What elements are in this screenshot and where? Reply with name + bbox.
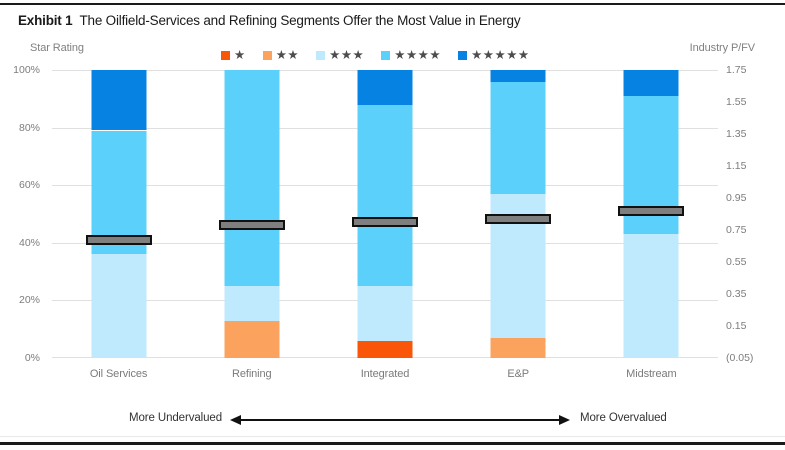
bottom-rule [0, 442, 785, 445]
bar-segment-2-star [490, 337, 546, 358]
more-undervalued-label: More Undervalued [128, 412, 222, 424]
more-overvalued-label: More Overvalued [580, 412, 667, 424]
plot-area [52, 70, 718, 358]
legend-item-1-star: ★ [221, 49, 246, 62]
pfv-marker [618, 205, 685, 216]
stacked-bar [623, 70, 679, 358]
bar-slot-Oil Services [52, 70, 185, 358]
bottom-gray-rule [0, 436, 785, 437]
bar-segment-3-star [623, 234, 679, 358]
left-axis-title: Star Rating [30, 42, 84, 54]
left-tick-label: 20% [18, 294, 40, 307]
category-label-Integrated: Integrated [360, 368, 410, 380]
bar-slot-Refining [185, 70, 318, 358]
stacked-bar [91, 70, 147, 358]
legend-stars-5-star: ★★★★★ [471, 48, 530, 62]
category-label-Refining: Refining [232, 368, 272, 380]
legend-stars-3-star: ★★★ [329, 48, 365, 62]
legend-swatch-3-star [316, 50, 326, 60]
y-axis-left: 100% 80% 60% 40% 20% 0% [0, 64, 42, 364]
legend-item-4-star: ★★★★ [381, 49, 441, 62]
pfv-marker [218, 220, 285, 231]
bar-segment-2-star [224, 320, 280, 358]
right-tick-label: (0.05) [726, 352, 754, 364]
arrowhead-left-icon [230, 414, 241, 425]
legend-item-5-star: ★★★★★ [458, 49, 530, 62]
bar-slot-E&P [452, 70, 585, 358]
legend-stars-1-star: ★ [234, 48, 246, 62]
right-tick-label: 1.75 [726, 64, 747, 76]
right-tick-label: 0.75 [726, 224, 747, 236]
pfv-marker [85, 234, 152, 245]
pfv-marker [485, 213, 552, 224]
bar-segment-5-star [490, 70, 546, 82]
page-title: Exhibit 1 The Oilfield-Services and Refin… [18, 13, 521, 28]
legend-swatch-5-star [458, 50, 468, 60]
category-label-Midstream: Midstream [626, 368, 677, 380]
valuation-scale: More Undervalued More Overvalued [0, 410, 785, 430]
right-tick-label: 1.35 [726, 128, 747, 140]
left-tick-label: 100% [13, 64, 40, 76]
legend-swatch-4-star [381, 50, 391, 60]
legend-item-2-star: ★★ [262, 48, 300, 62]
category-label-E&P: E&P [507, 368, 530, 380]
legend-stars-2-star: ★★ [275, 48, 300, 62]
left-tick-label: 40% [18, 236, 40, 249]
bar-segment-4-star [91, 130, 147, 255]
legend-stars-4-star: ★★★★ [394, 48, 442, 62]
right-tick-label: 0.95 [726, 192, 747, 204]
bar-segment-3-star [91, 254, 147, 358]
bar-segment-1-star [357, 340, 413, 358]
left-tick-label: 80% [18, 121, 40, 134]
left-tick-label: 0% [24, 352, 40, 364]
right-tick-label: 0.15 [726, 320, 747, 332]
top-rule [0, 3, 785, 5]
right-tick-label: 0.55 [726, 256, 747, 268]
stacked-bar [224, 70, 280, 358]
bar-segment-5-star [357, 70, 413, 105]
right-axis-title: Industry P/FV [689, 42, 755, 54]
bar-segment-5-star [623, 70, 679, 96]
bar-segment-5-star [91, 70, 147, 131]
category-label-Oil Services: Oil Services [89, 368, 148, 380]
exhibit-title-text: The Oilfield-Services and Refining Segme… [79, 13, 521, 28]
right-tick-label: 1.55 [726, 96, 747, 108]
exhibit-label: Exhibit 1 [18, 13, 73, 28]
range-arrow [230, 414, 570, 425]
bar-slot-Integrated [318, 70, 451, 358]
bar-segment-3-star [224, 286, 280, 321]
y-axis-right: 1.75 1.55 1.35 1.15 0.95 0.75 0.55 0.35 0.15 (0.0… [726, 64, 784, 364]
bar-segment-4-star [357, 104, 413, 286]
bar-segment-4-star [224, 70, 280, 286]
pfv-marker [351, 217, 418, 227]
legend-swatch-1-star [221, 50, 230, 60]
arrowhead-right-icon [559, 414, 570, 425]
stacked-bar [357, 70, 413, 358]
bar-slot-Midstream [585, 70, 718, 358]
category-axis: Oil Services Refining Integrated E&P Midstre… [52, 368, 718, 384]
bar-segment-3-star [357, 286, 413, 341]
bar-segment-4-star [490, 81, 546, 194]
right-tick-label: 1.15 [726, 160, 747, 172]
legend-item-3-star: ★★★ [316, 49, 364, 62]
right-tick-label: 0.35 [726, 288, 747, 300]
left-tick-label: 60% [18, 179, 40, 192]
legend: ★ ★★ ★★★ ★★★★ ★★★★★ [221, 49, 530, 62]
legend-swatch-2-star [262, 50, 272, 60]
